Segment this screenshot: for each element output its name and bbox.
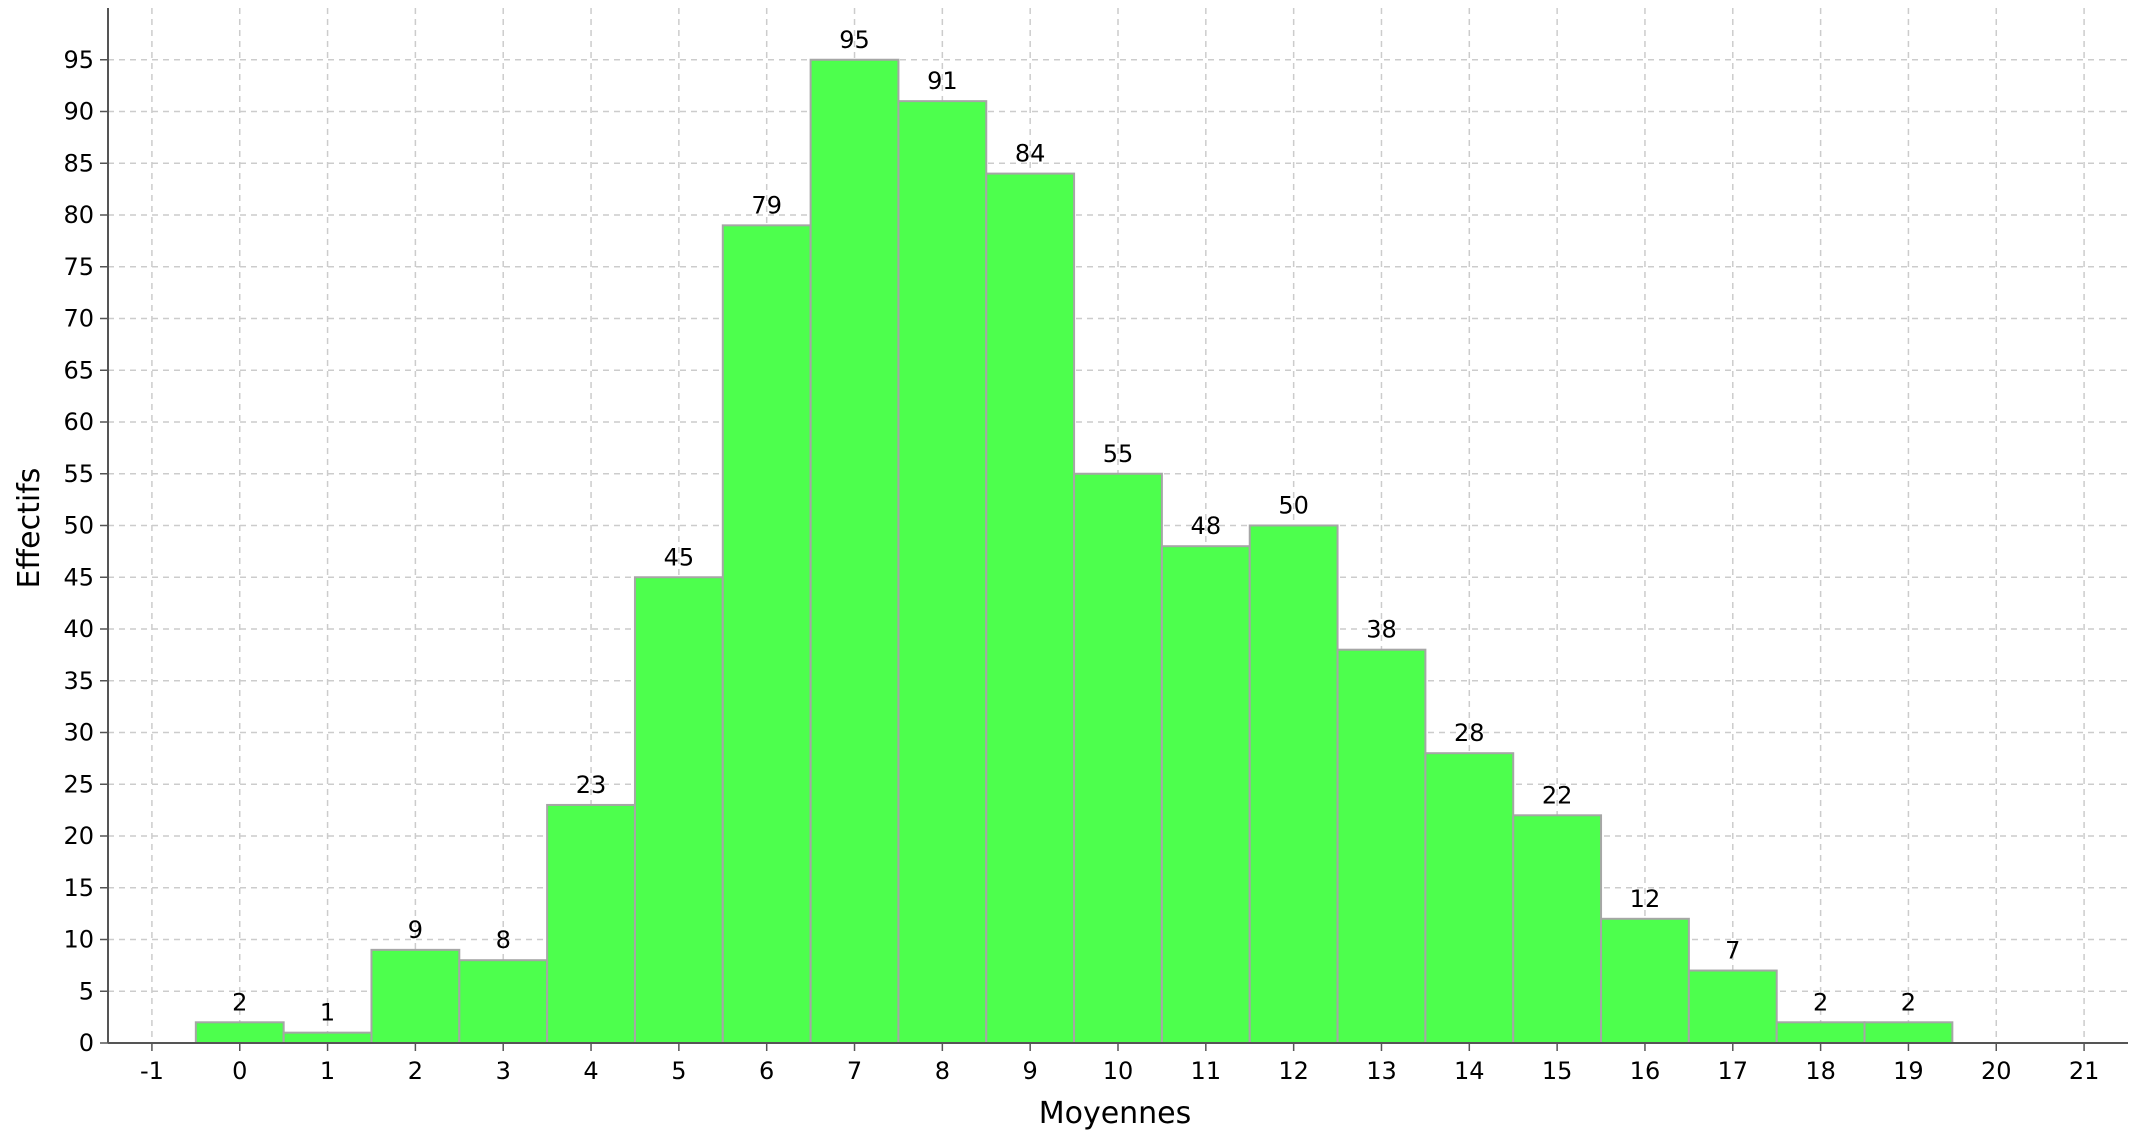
x-axis-title: Moyennes bbox=[1039, 1096, 1192, 1131]
data-label-13: 38 bbox=[1366, 616, 1397, 644]
bar-12 bbox=[1248, 524, 1339, 1044]
bar-11 bbox=[1160, 545, 1251, 1044]
data-label-12: 50 bbox=[1278, 492, 1309, 520]
x-tick-label-12: 12 bbox=[1278, 1057, 1309, 1085]
data-label-8: 91 bbox=[927, 67, 958, 95]
y-tick-label-25: 25 bbox=[63, 770, 94, 798]
x-tick-label-15: 15 bbox=[1542, 1057, 1573, 1085]
x-tick-label-13: 13 bbox=[1366, 1057, 1397, 1085]
data-label-3: 8 bbox=[496, 926, 511, 954]
x-tick-label-1: 1 bbox=[320, 1057, 335, 1085]
y-tick-label-15: 15 bbox=[63, 874, 94, 902]
data-label-19: 2 bbox=[1901, 988, 1916, 1016]
data-label-9: 84 bbox=[1015, 140, 1046, 168]
y-tick-labels: 0 5 10 15 20 25 30 35 40 45 50 55 60 65 70 75 80 85 90 95 bbox=[63, 46, 94, 1057]
x-tick-label-21: 21 bbox=[2069, 1057, 2100, 1085]
x-tick-label-9: 9 bbox=[1023, 1057, 1038, 1085]
bar-16 bbox=[1600, 917, 1690, 1044]
data-label-5: 45 bbox=[664, 543, 695, 571]
y-tick-label-5: 5 bbox=[79, 977, 94, 1005]
bar-1 bbox=[282, 1031, 373, 1045]
x-tick-label-17: 17 bbox=[1718, 1057, 1749, 1085]
bar-0 bbox=[194, 1021, 285, 1044]
x-tick-label-16: 16 bbox=[1630, 1057, 1661, 1085]
x-tick-label-3: 3 bbox=[496, 1057, 511, 1085]
y-tick-label-65: 65 bbox=[63, 356, 94, 384]
x-tick-label--1: -1 bbox=[140, 1057, 164, 1085]
data-label-1: 1 bbox=[320, 999, 335, 1027]
bar-17 bbox=[1687, 969, 1778, 1044]
x-tick-label-11: 11 bbox=[1191, 1057, 1222, 1085]
data-label-6: 79 bbox=[751, 191, 782, 219]
x-tick-label-6: 6 bbox=[759, 1057, 774, 1085]
y-tick-label-45: 45 bbox=[63, 563, 94, 591]
y-axis-title: Effectifs bbox=[12, 468, 47, 589]
data-label-16: 12 bbox=[1630, 885, 1661, 913]
x-tick-label-2: 2 bbox=[408, 1057, 423, 1085]
data-label-0: 2 bbox=[232, 988, 247, 1016]
bar-13 bbox=[1336, 648, 1427, 1044]
y-tick-label-20: 20 bbox=[63, 822, 94, 850]
data-label-11: 48 bbox=[1191, 512, 1222, 540]
bar-10 bbox=[1073, 472, 1163, 1044]
x-tick-label-14: 14 bbox=[1454, 1057, 1485, 1085]
y-tick-label-75: 75 bbox=[63, 253, 94, 281]
y-tick-label-90: 90 bbox=[63, 98, 94, 126]
bar-9 bbox=[985, 172, 1076, 1045]
bar-14 bbox=[1424, 752, 1515, 1044]
y-tick-label-55: 55 bbox=[63, 460, 94, 488]
bar-4 bbox=[546, 803, 636, 1045]
y-tick-label-0: 0 bbox=[79, 1029, 94, 1057]
data-label-10: 55 bbox=[1103, 440, 1134, 468]
bar-15 bbox=[1512, 814, 1603, 1044]
data-label-15: 22 bbox=[1542, 781, 1573, 809]
y-tick-label-60: 60 bbox=[63, 408, 94, 436]
x-tick-labels: -1 0 1 2 3 4 5 6 7 8 9 10 11 12 13 14 15 16 17 18 19 20 21 bbox=[140, 1057, 2099, 1085]
bars bbox=[194, 58, 1954, 1045]
data-label-17: 7 bbox=[1725, 937, 1740, 965]
x-tick-label-18: 18 bbox=[1805, 1057, 1836, 1085]
data-label-7: 95 bbox=[839, 26, 870, 54]
bar-5 bbox=[633, 576, 724, 1044]
data-label-2: 9 bbox=[408, 916, 423, 944]
data-label-14: 28 bbox=[1454, 719, 1485, 747]
y-tick-label-35: 35 bbox=[63, 667, 94, 695]
bar-18 bbox=[1775, 1021, 1866, 1044]
bar-8 bbox=[897, 100, 988, 1044]
axes bbox=[100, 8, 2128, 1051]
y-tick-label-10: 10 bbox=[63, 926, 94, 954]
x-tick-label-19: 19 bbox=[1893, 1057, 1924, 1085]
y-tick-label-70: 70 bbox=[63, 305, 94, 333]
bar-6 bbox=[721, 224, 812, 1045]
y-tick-label-50: 50 bbox=[63, 512, 94, 540]
bar-3 bbox=[458, 959, 549, 1045]
x-tick-label-10: 10 bbox=[1103, 1057, 1134, 1085]
data-label-4: 23 bbox=[576, 771, 607, 799]
y-tick-label-95: 95 bbox=[63, 46, 94, 74]
y-tick-label-40: 40 bbox=[63, 615, 94, 643]
bar-2 bbox=[370, 948, 461, 1044]
bar-19 bbox=[1863, 1021, 1954, 1044]
y-tick-label-85: 85 bbox=[63, 149, 94, 177]
x-tick-label-0: 0 bbox=[232, 1057, 247, 1085]
x-tick-label-20: 20 bbox=[1981, 1057, 2012, 1085]
x-tick-label-4: 4 bbox=[583, 1057, 598, 1085]
x-tick-label-7: 7 bbox=[847, 1057, 862, 1085]
data-label-18: 2 bbox=[1813, 988, 1828, 1016]
x-tick-label-8: 8 bbox=[935, 1057, 950, 1085]
y-tick-label-80: 80 bbox=[63, 201, 94, 229]
y-tick-label-30: 30 bbox=[63, 719, 94, 747]
bar-7 bbox=[809, 58, 900, 1044]
x-tick-label-5: 5 bbox=[671, 1057, 686, 1085]
